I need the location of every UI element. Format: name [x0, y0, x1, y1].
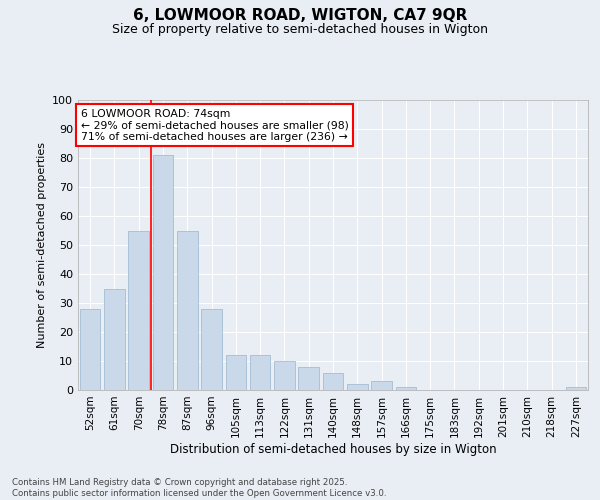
- Text: Contains HM Land Registry data © Crown copyright and database right 2025.
Contai: Contains HM Land Registry data © Crown c…: [12, 478, 386, 498]
- Bar: [298, 367, 319, 390]
- Bar: [152, 155, 173, 390]
- Bar: [226, 355, 246, 390]
- Bar: [250, 355, 271, 390]
- Bar: [80, 309, 100, 390]
- Bar: [323, 372, 343, 390]
- Text: 6 LOWMOOR ROAD: 74sqm
← 29% of semi-detached houses are smaller (98)
71% of semi: 6 LOWMOOR ROAD: 74sqm ← 29% of semi-deta…: [80, 108, 349, 142]
- Bar: [201, 309, 222, 390]
- Bar: [104, 288, 125, 390]
- Text: 6, LOWMOOR ROAD, WIGTON, CA7 9QR: 6, LOWMOOR ROAD, WIGTON, CA7 9QR: [133, 8, 467, 22]
- Bar: [128, 230, 149, 390]
- Bar: [371, 382, 392, 390]
- X-axis label: Distribution of semi-detached houses by size in Wigton: Distribution of semi-detached houses by …: [170, 442, 496, 456]
- Bar: [395, 387, 416, 390]
- Text: Size of property relative to semi-detached houses in Wigton: Size of property relative to semi-detach…: [112, 22, 488, 36]
- Bar: [274, 361, 295, 390]
- Bar: [177, 230, 197, 390]
- Y-axis label: Number of semi-detached properties: Number of semi-detached properties: [37, 142, 47, 348]
- Bar: [566, 387, 586, 390]
- Bar: [347, 384, 368, 390]
